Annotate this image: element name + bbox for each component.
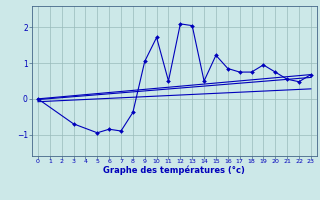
X-axis label: Graphe des températures (°c): Graphe des températures (°c) [103,166,245,175]
